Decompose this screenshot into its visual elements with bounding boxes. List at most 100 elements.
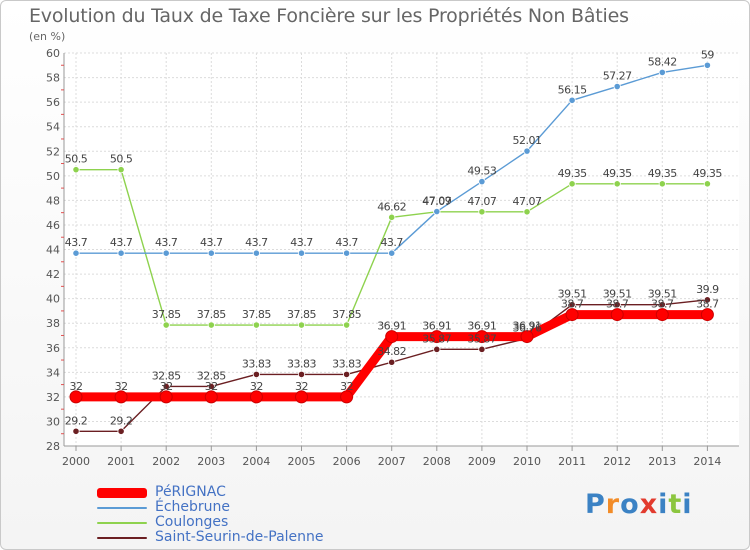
data-label-coulonges: 49.35 — [558, 167, 587, 180]
data-point--chebrune — [342, 249, 351, 257]
x-tick-label: 2007 — [378, 455, 406, 468]
data-point-coulonges — [117, 166, 125, 174]
data-point--chebrune — [658, 68, 666, 77]
data-label-coulonges: 46.62 — [377, 200, 406, 213]
data-point-p-rignac — [114, 390, 128, 404]
data-label--chebrune: 59 — [701, 48, 714, 61]
data-point--chebrune — [613, 82, 621, 91]
data-label--chebrune: 52.01 — [513, 134, 542, 147]
data-label-p-rignac: 32 — [160, 380, 173, 393]
x-tick-label: 2014 — [693, 455, 721, 468]
y-tick-label: 60 — [46, 47, 60, 60]
data-label--chebrune: 43.7 — [110, 236, 133, 249]
data-point-saint-seurin-de-palenne — [207, 382, 215, 391]
data-label-saint-seurin-de-palenne: 35.87 — [467, 332, 496, 345]
data-label-coulonges: 37.85 — [197, 308, 226, 321]
data-label--chebrune: 43.7 — [290, 236, 313, 249]
data-label-coulonges: 37.85 — [332, 308, 361, 321]
logo-letter: t — [668, 489, 683, 520]
data-point-p-rignac — [610, 308, 624, 322]
y-tick-label: 48 — [46, 194, 60, 207]
legend-label-coulonges: Coulonges — [155, 514, 229, 530]
data-point-saint-seurin-de-palenne — [117, 427, 125, 435]
data-point-coulonges — [568, 180, 576, 188]
y-tick-label: 44 — [46, 244, 60, 257]
data-point-coulonges — [613, 180, 621, 188]
data-point--chebrune — [297, 249, 306, 257]
data-label-p-rignac: 38.7 — [651, 298, 674, 311]
data-label-p-rignac: 32 — [250, 380, 263, 393]
data-point--chebrune — [523, 147, 531, 155]
data-label-saint-seurin-de-palenne: 39.51 — [648, 288, 677, 301]
data-point-p-rignac — [520, 330, 534, 344]
data-point-coulonges — [478, 208, 486, 216]
x-tick-label: 2002 — [152, 455, 180, 468]
legend-item-saint-seurin: Saint-Seurin-de-Palenne — [97, 530, 324, 545]
data-point-saint-seurin-de-palenne — [72, 427, 80, 435]
data-label-coulonges: 47.07 — [513, 195, 542, 208]
y-tick-label: 42 — [46, 268, 60, 281]
data-point--chebrune — [207, 249, 215, 257]
y-tick-label: 28 — [46, 440, 60, 453]
data-point-coulonges — [252, 321, 260, 329]
data-point-coulonges — [388, 213, 396, 221]
data-label-p-rignac: 38.7 — [696, 298, 719, 311]
data-label-coulonges: 50.5 — [65, 153, 88, 166]
data-label--chebrune: 43.7 — [200, 236, 223, 249]
x-tick-label: 2004 — [242, 455, 270, 468]
data-label--chebrune: 43.7 — [380, 236, 403, 249]
x-tick-label: 2011 — [558, 455, 586, 468]
proxiti-logo: Proxiti — [585, 489, 693, 520]
data-label--chebrune: 57.27 — [603, 70, 632, 83]
data-point--chebrune — [252, 249, 260, 257]
logo-letter: x — [639, 489, 659, 520]
data-point-p-rignac — [475, 330, 489, 344]
data-label-p-rignac: 32 — [205, 380, 218, 393]
x-tick-label: 2013 — [648, 455, 676, 468]
data-label--chebrune: 43.7 — [65, 236, 88, 249]
data-label-saint-seurin-de-palenne: 39.51 — [603, 288, 632, 301]
data-point-saint-seurin-de-palenne — [703, 296, 712, 304]
data-label-p-rignac: 36.91 — [513, 320, 542, 333]
data-label--chebrune: 47.09 — [422, 195, 451, 208]
data-point-p-rignac — [655, 308, 669, 322]
legend-swatch-coulonges — [97, 521, 147, 524]
data-label-saint-seurin-de-palenne: 33.83 — [332, 357, 361, 370]
x-tick-label: 2010 — [513, 455, 541, 468]
y-tick-label: 46 — [46, 219, 60, 232]
data-label--chebrune: 56.15 — [558, 83, 587, 96]
data-point-coulonges — [72, 166, 80, 174]
logo-letter: P — [585, 489, 606, 520]
y-tick-label: 38 — [46, 317, 60, 330]
data-label-p-rignac: 32 — [115, 380, 128, 393]
data-point-saint-seurin-de-palenne — [478, 345, 486, 353]
logo-letter: o — [620, 489, 640, 520]
data-label-coulonges: 47.07 — [467, 195, 496, 208]
data-label-p-rignac: 38.7 — [606, 298, 629, 311]
data-label-saint-seurin-de-palenne: 32.85 — [197, 369, 226, 382]
data-label-saint-seurin-de-palenne: 29.2 — [110, 414, 133, 427]
x-tick-label: 2005 — [288, 455, 316, 468]
data-point--chebrune — [117, 249, 125, 257]
data-label-coulonges: 50.5 — [110, 153, 133, 166]
data-point-p-rignac — [159, 390, 173, 404]
y-tick-label: 34 — [46, 366, 60, 379]
data-point-saint-seurin-de-palenne — [162, 382, 170, 391]
data-point-coulonges — [297, 321, 306, 329]
data-label-p-rignac: 32 — [70, 380, 83, 393]
data-point-saint-seurin-de-palenne — [342, 370, 351, 379]
data-point-coulonges — [207, 321, 215, 329]
data-point--chebrune — [433, 207, 441, 216]
x-tick-label: 2001 — [107, 455, 135, 468]
data-label-p-rignac: 36.91 — [377, 320, 406, 333]
legend-item-coulonges: Coulonges — [97, 515, 324, 530]
data-point-saint-seurin-de-palenne — [658, 301, 666, 309]
data-label-p-rignac: 38.7 — [561, 298, 584, 311]
data-label--chebrune: 43.7 — [335, 236, 358, 249]
data-label--chebrune: 58.42 — [648, 55, 677, 68]
logo-letter: r — [605, 489, 621, 520]
data-label-coulonges: 37.85 — [152, 308, 181, 321]
x-tick-label: 2003 — [197, 455, 225, 468]
data-label-saint-seurin-de-palenne: 34.82 — [377, 345, 406, 358]
legend-label-perignac: PéRIGNAC — [155, 484, 226, 500]
